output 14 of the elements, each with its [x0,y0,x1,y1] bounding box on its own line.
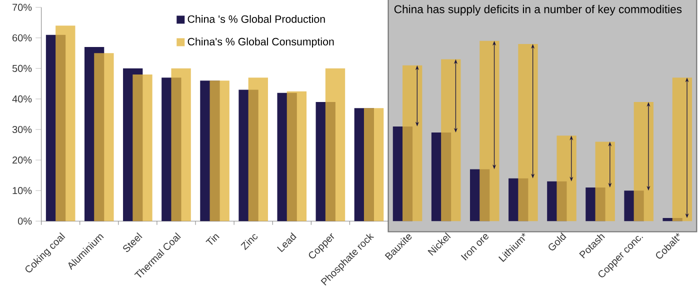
y-tick-label: 0% [18,218,32,225]
y-tick-label: 70% [12,4,32,12]
y-tick-label: 20% [12,156,32,164]
y-tick-label: 60% [12,34,32,42]
legend-label: China 's % Global Production [188,15,325,24]
legend-label: China's % Global Consumption [188,38,334,48]
x-tick-label: Tin [206,234,220,245]
x-tick-label: Iron ore [460,234,488,261]
y-tick-label: 40% [12,96,32,103]
band-label: China has supply deficits in a number of key commodities [394,5,682,16]
y-tick-label: 30% [12,126,32,134]
y-tick-label: 50% [12,65,32,72]
y-tick-label: 10% [12,187,32,194]
x-tick-label: Zinc [240,234,258,250]
